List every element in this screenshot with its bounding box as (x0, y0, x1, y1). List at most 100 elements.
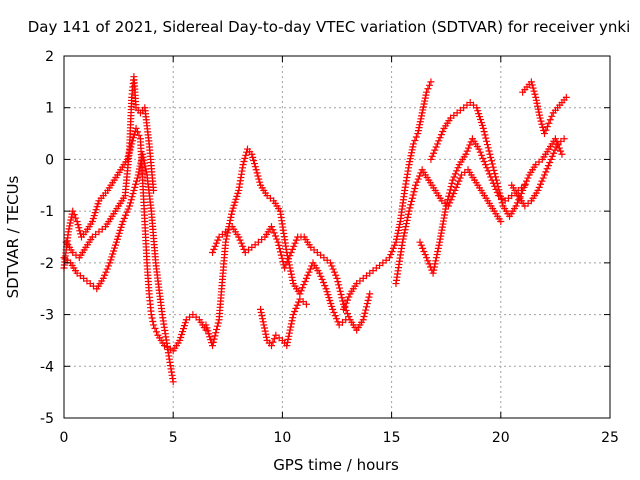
data-point (442, 202, 450, 210)
data-point (421, 97, 429, 105)
data-point (88, 217, 96, 225)
y-axis-label: SDTVAR / TECUs (4, 175, 22, 298)
data-point (421, 94, 429, 102)
data-point (532, 96, 540, 104)
data-point (205, 330, 213, 338)
data-point (396, 220, 404, 228)
data-point (123, 208, 131, 216)
data-point (474, 107, 482, 115)
data-point (416, 118, 424, 126)
data-point (492, 176, 500, 184)
data-point (326, 297, 334, 305)
data-point (360, 313, 368, 321)
data-point (235, 233, 243, 241)
data-point (277, 251, 285, 259)
data-point (306, 265, 314, 273)
data-point (93, 203, 101, 211)
data-point (408, 194, 416, 202)
y-tick-label: -1 (40, 204, 54, 220)
data-point (544, 162, 552, 170)
x-tick-label: 5 (169, 430, 178, 446)
data-point (240, 157, 248, 165)
series-track-d (202, 145, 350, 350)
data-point (276, 245, 284, 253)
data-point (292, 304, 300, 312)
data-point (328, 262, 336, 270)
data-point (210, 335, 218, 343)
data-point (414, 130, 422, 138)
data-point (435, 137, 443, 145)
data-point (136, 165, 144, 173)
data-point (387, 251, 395, 259)
series-track-l (519, 78, 570, 138)
data-point (543, 123, 551, 131)
data-point (327, 299, 335, 307)
data-point (139, 153, 147, 161)
data-point (317, 272, 325, 280)
data-point (361, 309, 369, 317)
data-point (301, 277, 309, 285)
data-point (488, 157, 496, 165)
data-point (119, 217, 127, 225)
data-point (232, 195, 240, 203)
data-point (410, 188, 418, 196)
data-point (408, 146, 416, 154)
data-point (420, 100, 428, 108)
data-point (204, 327, 212, 335)
data-point (230, 201, 238, 209)
data-point (337, 291, 345, 299)
data-point (92, 206, 100, 214)
data-point (542, 126, 550, 134)
data-point (415, 124, 423, 132)
data-point (284, 335, 292, 343)
data-point (402, 220, 410, 228)
data-point (132, 180, 140, 188)
data-point (107, 256, 115, 264)
data-point (209, 342, 217, 350)
data-point (400, 232, 408, 240)
data-point (281, 264, 289, 272)
data-point (449, 176, 457, 184)
data-point (274, 238, 282, 246)
series-track-k (508, 135, 568, 210)
data-point (322, 285, 330, 293)
data-point (181, 319, 189, 327)
data-point (419, 103, 427, 111)
data-point (363, 300, 371, 308)
data-point (540, 130, 548, 138)
series-track-j (427, 99, 566, 220)
data-point (211, 332, 219, 340)
data-point (537, 180, 545, 188)
data-point (318, 275, 326, 283)
x-tick-label: 20 (492, 430, 510, 446)
data-point (412, 181, 420, 189)
data-point (489, 163, 497, 171)
data-point (340, 305, 348, 313)
data-point (99, 274, 107, 282)
data-point (546, 159, 554, 167)
data-point (212, 329, 220, 337)
y-tick-labels: -5 -4 -3 -2 -1 0 1 2 (40, 49, 54, 427)
data-point (127, 196, 135, 204)
data-point (214, 319, 222, 327)
data-point (74, 221, 82, 229)
data-point (540, 171, 548, 179)
data-point (91, 209, 99, 217)
data-point (291, 239, 299, 247)
data-point (420, 247, 428, 255)
data-point (394, 229, 402, 237)
data-point (76, 227, 84, 235)
data-point (209, 338, 217, 346)
data-point (122, 211, 130, 219)
data-point (132, 124, 140, 132)
data-point (326, 259, 334, 267)
data-point (289, 311, 297, 319)
y-tick-label: -5 (40, 411, 54, 427)
data-point (480, 157, 488, 165)
data-point (110, 247, 118, 255)
data-point (494, 183, 502, 191)
data-point (169, 378, 177, 386)
data-point (409, 143, 417, 151)
data-point (206, 333, 214, 341)
